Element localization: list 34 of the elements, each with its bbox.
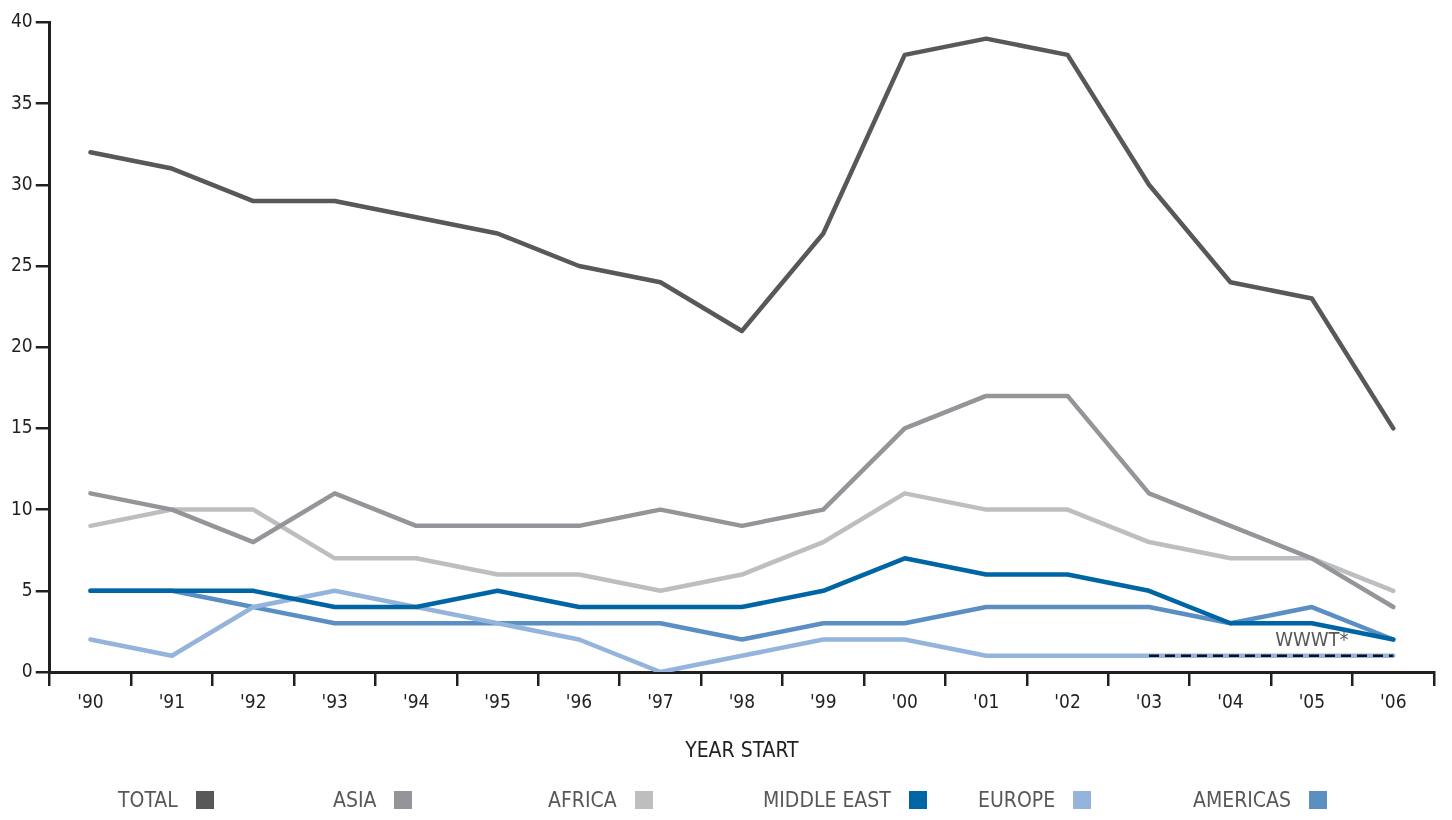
y-tick-label: 25 bbox=[11, 252, 33, 275]
x-tick-label: '05 bbox=[1298, 690, 1326, 713]
x-tick-label: '03 bbox=[1135, 690, 1163, 713]
x-tick-label: '97 bbox=[647, 690, 674, 713]
y-tick-label: 10 bbox=[11, 496, 33, 519]
x-tick-label: '94 bbox=[402, 690, 430, 713]
x-tick-label: '92 bbox=[240, 690, 267, 713]
x-tick-label: '95 bbox=[484, 690, 511, 713]
legend-label: EUROPE bbox=[978, 788, 1056, 812]
x-tick-label: '93 bbox=[321, 690, 348, 713]
legend-label: ASIA bbox=[333, 788, 377, 812]
y-tick-label: 40 bbox=[11, 9, 33, 32]
y-tick-label: 35 bbox=[11, 90, 33, 113]
legend-label: TOTAL bbox=[118, 788, 178, 812]
x-tick-label: '01 bbox=[972, 690, 1000, 713]
legend-label: AMERICAS bbox=[1193, 788, 1291, 812]
x-tick-label: '06 bbox=[1380, 690, 1407, 713]
x-tick-label: '98 bbox=[728, 690, 756, 713]
x-tick-label: '96 bbox=[565, 690, 593, 713]
y-tick-label: 0 bbox=[21, 658, 33, 681]
legend-label: AFRICA bbox=[548, 788, 617, 812]
x-tick-label: '00 bbox=[891, 690, 918, 713]
x-tick-label: '04 bbox=[1217, 690, 1244, 713]
x-axis-title: YEAR START bbox=[684, 737, 800, 762]
y-tick-label: 20 bbox=[11, 334, 33, 357]
annotation: WWWT* bbox=[1275, 626, 1349, 651]
y-tick-label: 5 bbox=[21, 577, 33, 600]
y-tick-label: 30 bbox=[11, 171, 33, 194]
x-tick-label: '02 bbox=[1054, 690, 1081, 713]
y-tick-label: 15 bbox=[11, 415, 33, 438]
legend-label: MIDDLE EAST bbox=[763, 788, 891, 812]
x-tick-label: '91 bbox=[158, 690, 186, 713]
x-tick-label: '90 bbox=[77, 690, 104, 713]
x-tick-label: '99 bbox=[810, 690, 837, 713]
